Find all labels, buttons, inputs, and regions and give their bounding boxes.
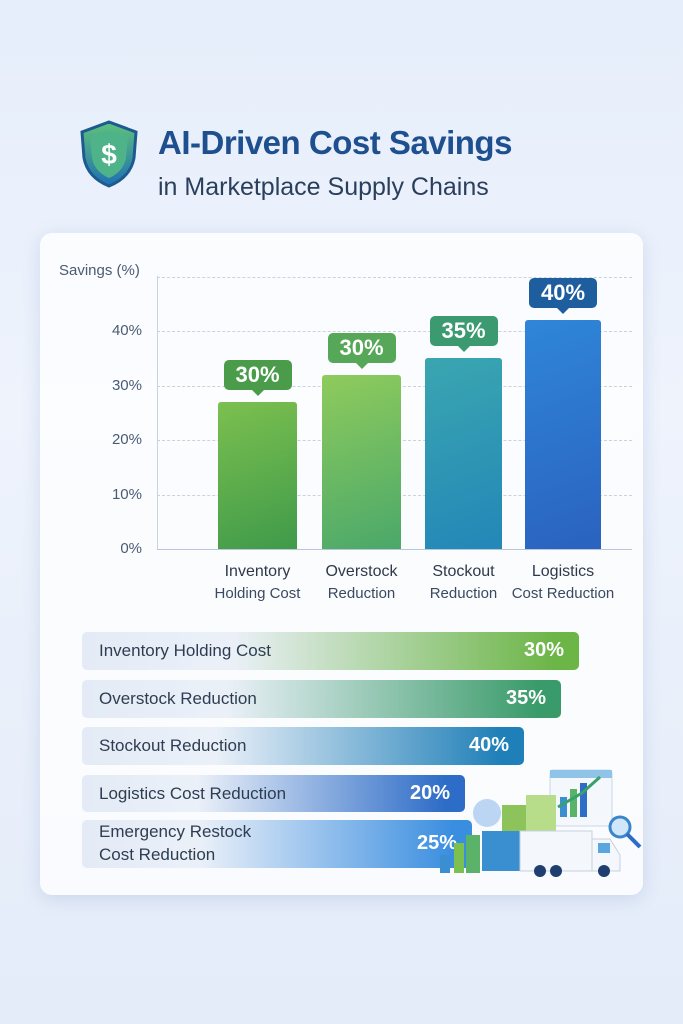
bar-value-label: 35% bbox=[505, 687, 546, 709]
x-tick-label-line1: Overstock bbox=[325, 563, 398, 580]
x-tick-label: Stockout Reduction bbox=[409, 561, 519, 605]
bar-category-label: Overstock Reduction bbox=[99, 689, 257, 708]
x-tick-label: Overstock Reduction bbox=[307, 561, 417, 605]
bar-category-label: Cost Reduction bbox=[99, 845, 216, 864]
bar-value-label: 20% bbox=[409, 781, 450, 804]
page-title: AI-Driven Cost Savings bbox=[158, 124, 512, 161]
x-tick-label-line1: Stockout bbox=[432, 563, 495, 580]
gridline bbox=[157, 276, 632, 278]
x-tick-label-line2: Reduction bbox=[429, 585, 498, 602]
y-tick-label: 0% bbox=[120, 540, 142, 557]
bar-category-label: Stockout Reduction bbox=[99, 736, 247, 755]
shield-dollar-icon: $ bbox=[74, 118, 144, 190]
gridline bbox=[157, 331, 632, 332]
logistics-truck-analytics-icon bbox=[432, 765, 652, 880]
bar-data-label: 35% bbox=[429, 316, 498, 353]
bar-value-label: 40% bbox=[468, 734, 509, 756]
bar-category-label: Logistics Cost Reduction bbox=[99, 784, 287, 803]
x-tick-label: Inventory Holding Cost bbox=[203, 561, 313, 605]
y-axis-line bbox=[157, 276, 158, 549]
bar-data-label: 30% bbox=[223, 359, 292, 396]
x-tick-label-line1: Logistics bbox=[531, 563, 595, 580]
horizontal-bar bbox=[82, 775, 465, 812]
bar-category-label: Inventory Holding Cost bbox=[99, 641, 271, 660]
y-tick-label: 10% bbox=[111, 485, 142, 503]
x-tick-label-line2: Holding Cost bbox=[214, 585, 301, 602]
x-tick-label-line2: Cost Reduction bbox=[511, 585, 615, 602]
bar bbox=[218, 401, 297, 549]
horizontal-bar bbox=[82, 820, 472, 868]
y-tick-label: 30% bbox=[111, 376, 142, 394]
x-tick-label: Logistics Cost Reduction bbox=[508, 561, 618, 605]
y-tick-label: 40% bbox=[111, 322, 142, 339]
bar-value-label: 30% bbox=[523, 639, 564, 661]
x-tick-label-line2: Reduction bbox=[327, 585, 396, 602]
bar-value-label: 25% bbox=[416, 832, 457, 854]
horizontal-bar bbox=[82, 680, 561, 718]
horizontal-bar bbox=[82, 727, 524, 765]
x-axis-line bbox=[157, 549, 632, 550]
bar bbox=[322, 374, 401, 549]
bar-data-label: 40% bbox=[529, 278, 597, 315]
y-tick-label: 20% bbox=[111, 431, 142, 448]
bar bbox=[525, 320, 601, 549]
bar-data-label: 30% bbox=[327, 332, 396, 369]
bar-category-label: Emergency Restock bbox=[99, 822, 252, 841]
x-tick-label-line1: Inventory bbox=[224, 563, 291, 580]
svg-text:$: $ bbox=[101, 139, 117, 170]
horizontal-bar bbox=[82, 632, 579, 670]
y-axis-label: Savings (%) bbox=[59, 262, 140, 279]
page-subtitle: in Marketplace Supply Chains bbox=[158, 173, 489, 201]
bar bbox=[425, 358, 502, 549]
